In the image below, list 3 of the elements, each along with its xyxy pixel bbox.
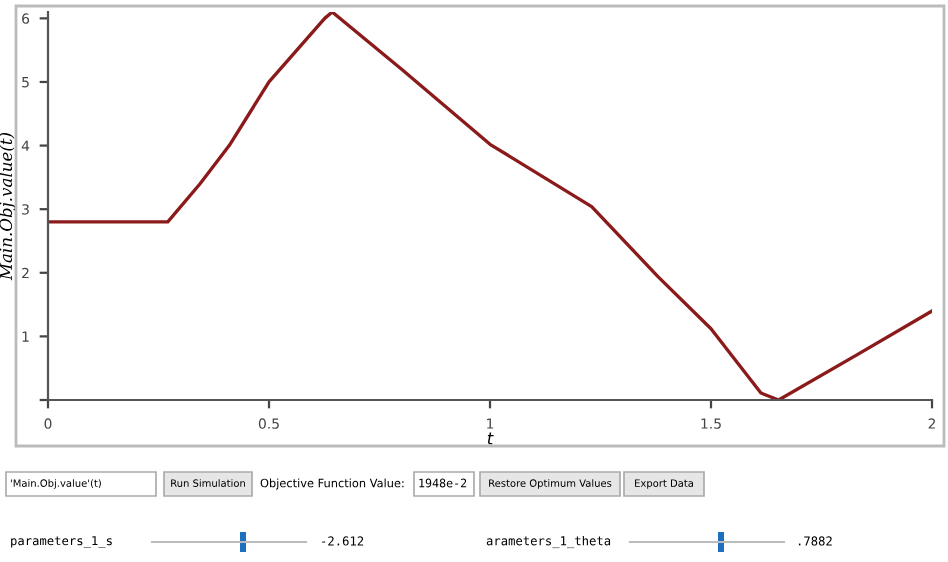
line-series [48, 12, 932, 400]
x-axis-title: t [487, 432, 494, 445]
y-axis-title: Main.Obj.value(t) [0, 132, 16, 281]
